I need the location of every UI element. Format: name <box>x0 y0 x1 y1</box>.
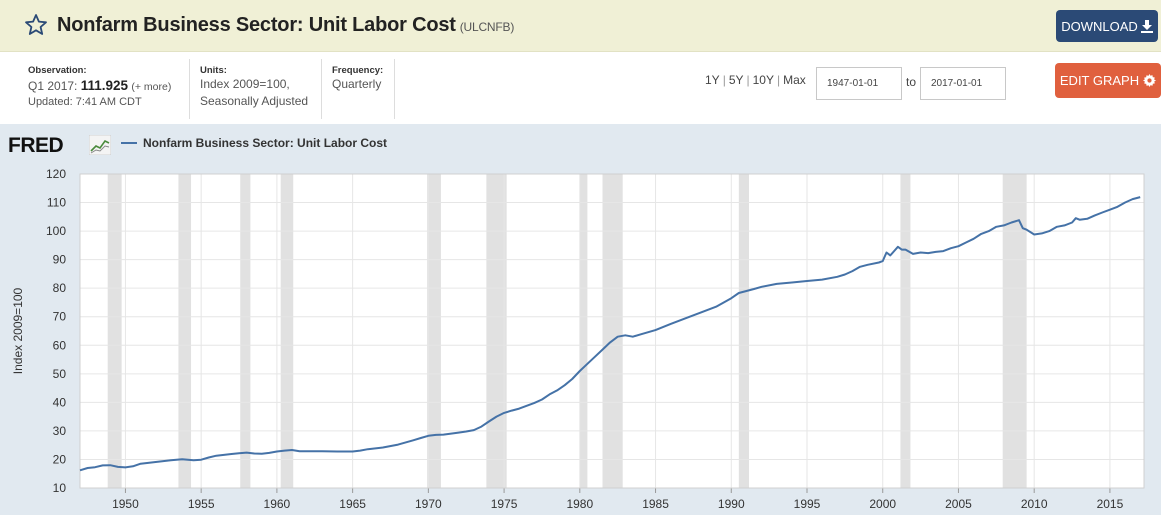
series-line <box>79 196 1141 472</box>
range-1y[interactable]: 1Y <box>705 73 720 87</box>
frequency-value: Quarterly <box>332 77 382 91</box>
start-date-input[interactable] <box>816 67 902 100</box>
x-tick-label: 2010 <box>1021 497 1048 511</box>
more-link[interactable]: (+ more) <box>131 81 172 93</box>
x-tick-label: 2015 <box>1097 497 1124 511</box>
line-chart: 10 20 30 40 50 60 70 80 90 100 110 120 1950 1955 1960 1… <box>11 167 1145 511</box>
legend-label: Nonfarm Business Sector: Unit Labor Cost <box>143 136 388 150</box>
download-icon <box>1140 19 1153 33</box>
y-tick-label: 70 <box>53 310 67 324</box>
series-id: (ULCNFB) <box>459 20 515 34</box>
y-tick-label: 60 <box>53 338 67 352</box>
page-header: Nonfarm Business Sector: Unit Labor Cost… <box>0 0 1161 52</box>
edit-graph-label: EDIT GRAPH <box>1059 73 1140 88</box>
recession-band <box>579 174 588 488</box>
y-tick-label: 10 <box>53 481 67 495</box>
chart-legend: Nonfarm Business Sector: Unit Labor Cost <box>121 136 387 150</box>
x-tick-label: 1965 <box>339 497 366 511</box>
download-label: DOWNLOAD <box>1061 18 1138 34</box>
series-info-bar: Observation: Q1 2017: 111.925 (+ more) U… <box>0 53 1161 124</box>
observation-block: Observation: Q1 2017: 111.925 (+ more) U… <box>28 65 188 108</box>
observation-line: Q1 2017: 111.925 (+ more) <box>28 77 188 96</box>
units-block: Units: Index 2009=100, Seasonally Adjust… <box>189 59 319 119</box>
observation-value: 111.925 <box>80 78 129 93</box>
fred-logo-chart-icon <box>89 135 111 155</box>
x-tick-label: 1955 <box>188 497 215 511</box>
x-tick-label: 1960 <box>264 497 291 511</box>
fred-logo: FRED <box>8 134 64 157</box>
recession-band <box>486 174 507 488</box>
x-tick-label: 1980 <box>566 497 593 511</box>
observation-period: Q1 2017: <box>28 79 78 93</box>
x-tick-label: 1985 <box>642 497 669 511</box>
recession-band <box>178 174 192 488</box>
x-tick-label: 1975 <box>491 497 518 511</box>
units-label: Units: <box>200 65 227 76</box>
y-tick-label: 90 <box>53 253 67 267</box>
plot-border <box>79 173 1145 489</box>
recession-band <box>602 174 623 488</box>
recession-band <box>738 174 749 488</box>
gear-icon <box>1143 74 1157 87</box>
x-tick-label: 1950 <box>112 497 139 511</box>
range-max[interactable]: Max <box>783 73 806 87</box>
y-tick-label: 40 <box>53 395 67 409</box>
units-line-2: Seasonally Adjusted <box>200 94 309 108</box>
recession-band <box>427 174 441 488</box>
frequency-block: Frequency: Quarterly <box>321 59 395 119</box>
star-icon[interactable] <box>24 13 48 37</box>
range-selector: 1Y | 5Y | 10Y | Max <box>705 73 806 87</box>
edit-graph-button[interactable]: EDIT GRAPH <box>1055 63 1161 98</box>
recession-band <box>900 174 911 488</box>
y-tick-label: 30 <box>53 424 67 438</box>
download-button[interactable]: DOWNLOAD <box>1056 10 1158 42</box>
recession-band <box>1002 174 1027 488</box>
recession-band <box>107 174 122 488</box>
x-tick-label: 2000 <box>869 497 896 511</box>
y-tick-label: 110 <box>47 196 66 210</box>
x-tick-label: 1990 <box>718 497 745 511</box>
y-axis-label: Index 2009=100 <box>11 287 25 374</box>
x-tick-label: 1995 <box>794 497 821 511</box>
y-tick-label: 100 <box>46 224 66 238</box>
y-tick-label: 20 <box>53 452 67 466</box>
range-separator: | <box>722 73 726 87</box>
updated-time: Updated: 7:41 AM CDT <box>28 96 142 108</box>
y-tick-label: 120 <box>46 167 66 181</box>
units-line-1: Index 2009=100, <box>200 77 290 91</box>
x-tick-label: 1970 <box>415 497 442 511</box>
x-tick-label: 2005 <box>945 497 972 511</box>
series-title: Nonfarm Business Sector: Unit Labor Cost <box>57 14 456 36</box>
range-5y[interactable]: 5Y <box>728 73 744 87</box>
range-separator: | <box>746 73 750 87</box>
to-label: to <box>906 75 917 89</box>
end-date-input[interactable] <box>920 67 1006 100</box>
recession-band <box>240 174 251 488</box>
frequency-label: Frequency: <box>332 65 384 76</box>
observation-label: Observation: <box>28 65 87 76</box>
recession-band <box>280 174 294 488</box>
range-separator: | <box>776 73 781 87</box>
page-title: Nonfarm Business Sector: Unit Labor Cost… <box>57 14 514 37</box>
range-10y[interactable]: 10Y <box>752 73 774 87</box>
y-tick-label: 80 <box>53 281 67 295</box>
legend-swatch <box>121 142 137 144</box>
y-tick-label: 50 <box>53 367 67 381</box>
